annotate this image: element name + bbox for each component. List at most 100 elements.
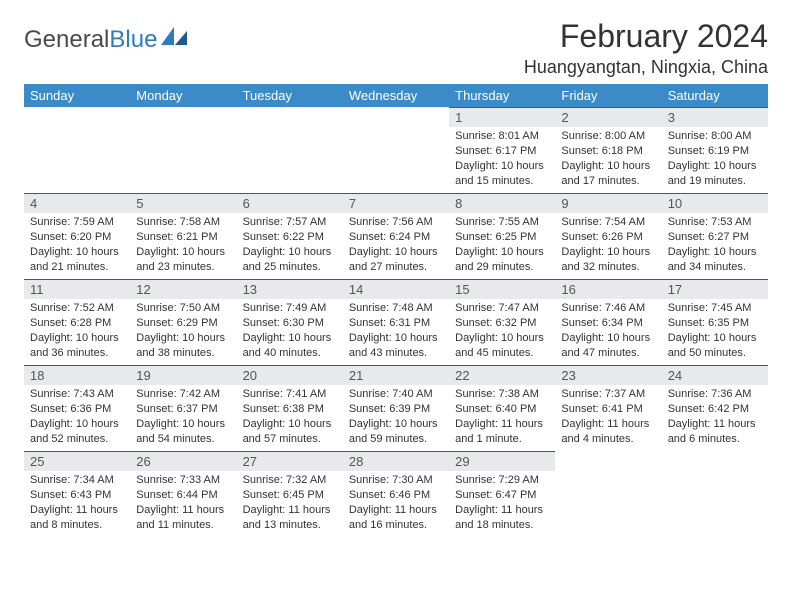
calendar-cell: 14Sunrise: 7:48 AMSunset: 6:31 PMDayligh… — [343, 279, 449, 365]
day-number: 29 — [449, 451, 555, 471]
calendar-cell: 15Sunrise: 7:47 AMSunset: 6:32 PMDayligh… — [449, 279, 555, 365]
day-number: 17 — [662, 279, 768, 299]
day-info: Sunrise: 7:40 AMSunset: 6:39 PMDaylight:… — [343, 385, 449, 450]
day-number: 9 — [555, 193, 661, 213]
calendar-cell: 23Sunrise: 7:37 AMSunset: 6:41 PMDayligh… — [555, 365, 661, 451]
day-number: 26 — [130, 451, 236, 471]
day-number: 27 — [237, 451, 343, 471]
weekday-header: Friday — [555, 84, 661, 107]
day-number: 6 — [237, 193, 343, 213]
calendar-cell: 28Sunrise: 7:30 AMSunset: 6:46 PMDayligh… — [343, 451, 449, 537]
calendar-cell: 29Sunrise: 7:29 AMSunset: 6:47 PMDayligh… — [449, 451, 555, 537]
day-info: Sunrise: 7:50 AMSunset: 6:29 PMDaylight:… — [130, 299, 236, 364]
day-info: Sunrise: 7:37 AMSunset: 6:41 PMDaylight:… — [555, 385, 661, 450]
calendar-cell — [662, 451, 768, 537]
day-info: Sunrise: 7:29 AMSunset: 6:47 PMDaylight:… — [449, 471, 555, 536]
weekday-header: Wednesday — [343, 84, 449, 107]
weekday-header: Saturday — [662, 84, 768, 107]
month-title: February 2024 — [524, 18, 768, 55]
day-info: Sunrise: 7:38 AMSunset: 6:40 PMDaylight:… — [449, 385, 555, 450]
day-info: Sunrise: 7:55 AMSunset: 6:25 PMDaylight:… — [449, 213, 555, 278]
calendar-cell: 12Sunrise: 7:50 AMSunset: 6:29 PMDayligh… — [130, 279, 236, 365]
day-number: 15 — [449, 279, 555, 299]
day-info: Sunrise: 7:46 AMSunset: 6:34 PMDaylight:… — [555, 299, 661, 364]
day-number: 19 — [130, 365, 236, 385]
day-number: 10 — [662, 193, 768, 213]
day-number: 20 — [237, 365, 343, 385]
day-info: Sunrise: 7:45 AMSunset: 6:35 PMDaylight:… — [662, 299, 768, 364]
calendar-cell: 11Sunrise: 7:52 AMSunset: 6:28 PMDayligh… — [24, 279, 130, 365]
day-number: 18 — [24, 365, 130, 385]
calendar-cell: 16Sunrise: 7:46 AMSunset: 6:34 PMDayligh… — [555, 279, 661, 365]
calendar-cell: 7Sunrise: 7:56 AMSunset: 6:24 PMDaylight… — [343, 193, 449, 279]
calendar-week-row: 18Sunrise: 7:43 AMSunset: 6:36 PMDayligh… — [24, 365, 768, 451]
calendar-cell — [555, 451, 661, 537]
day-number: 25 — [24, 451, 130, 471]
calendar-cell: 3Sunrise: 8:00 AMSunset: 6:19 PMDaylight… — [662, 107, 768, 193]
day-info: Sunrise: 7:54 AMSunset: 6:26 PMDaylight:… — [555, 213, 661, 278]
calendar-cell — [237, 107, 343, 193]
calendar-cell: 4Sunrise: 7:59 AMSunset: 6:20 PMDaylight… — [24, 193, 130, 279]
day-info: Sunrise: 7:34 AMSunset: 6:43 PMDaylight:… — [24, 471, 130, 536]
day-info: Sunrise: 8:01 AMSunset: 6:17 PMDaylight:… — [449, 127, 555, 192]
calendar-cell: 21Sunrise: 7:40 AMSunset: 6:39 PMDayligh… — [343, 365, 449, 451]
day-info: Sunrise: 7:57 AMSunset: 6:22 PMDaylight:… — [237, 213, 343, 278]
logo-text-blue: Blue — [109, 26, 157, 54]
day-info: Sunrise: 7:48 AMSunset: 6:31 PMDaylight:… — [343, 299, 449, 364]
day-number: 21 — [343, 365, 449, 385]
calendar-cell: 2Sunrise: 8:00 AMSunset: 6:18 PMDaylight… — [555, 107, 661, 193]
day-info: Sunrise: 7:42 AMSunset: 6:37 PMDaylight:… — [130, 385, 236, 450]
calendar-cell: 27Sunrise: 7:32 AMSunset: 6:45 PMDayligh… — [237, 451, 343, 537]
day-number: 2 — [555, 107, 661, 127]
calendar-cell: 19Sunrise: 7:42 AMSunset: 6:37 PMDayligh… — [130, 365, 236, 451]
day-number: 24 — [662, 365, 768, 385]
calendar-body: 1Sunrise: 8:01 AMSunset: 6:17 PMDaylight… — [24, 107, 768, 537]
day-info: Sunrise: 7:47 AMSunset: 6:32 PMDaylight:… — [449, 299, 555, 364]
day-info: Sunrise: 8:00 AMSunset: 6:18 PMDaylight:… — [555, 127, 661, 192]
weekday-header: Monday — [130, 84, 236, 107]
logo-sail-icon — [161, 26, 187, 54]
day-number: 22 — [449, 365, 555, 385]
calendar-week-row: 1Sunrise: 8:01 AMSunset: 6:17 PMDaylight… — [24, 107, 768, 193]
calendar-cell: 10Sunrise: 7:53 AMSunset: 6:27 PMDayligh… — [662, 193, 768, 279]
day-number: 3 — [662, 107, 768, 127]
calendar-cell: 22Sunrise: 7:38 AMSunset: 6:40 PMDayligh… — [449, 365, 555, 451]
title-block: February 2024 Huangyangtan, Ningxia, Chi… — [524, 18, 768, 78]
calendar-cell: 17Sunrise: 7:45 AMSunset: 6:35 PMDayligh… — [662, 279, 768, 365]
header: GeneralBlue February 2024 Huangyangtan, … — [24, 18, 768, 78]
calendar-cell: 1Sunrise: 8:01 AMSunset: 6:17 PMDaylight… — [449, 107, 555, 193]
calendar-cell: 25Sunrise: 7:34 AMSunset: 6:43 PMDayligh… — [24, 451, 130, 537]
calendar-cell: 18Sunrise: 7:43 AMSunset: 6:36 PMDayligh… — [24, 365, 130, 451]
weekday-header: Tuesday — [237, 84, 343, 107]
day-info: Sunrise: 7:58 AMSunset: 6:21 PMDaylight:… — [130, 213, 236, 278]
day-number: 12 — [130, 279, 236, 299]
day-number: 7 — [343, 193, 449, 213]
day-number: 4 — [24, 193, 130, 213]
calendar-table: SundayMondayTuesdayWednesdayThursdayFrid… — [24, 84, 768, 537]
weekday-header: Sunday — [24, 84, 130, 107]
day-info: Sunrise: 7:52 AMSunset: 6:28 PMDaylight:… — [24, 299, 130, 364]
calendar-cell — [343, 107, 449, 193]
day-info: Sunrise: 7:43 AMSunset: 6:36 PMDaylight:… — [24, 385, 130, 450]
day-number: 16 — [555, 279, 661, 299]
calendar-cell: 9Sunrise: 7:54 AMSunset: 6:26 PMDaylight… — [555, 193, 661, 279]
day-info: Sunrise: 7:59 AMSunset: 6:20 PMDaylight:… — [24, 213, 130, 278]
day-info: Sunrise: 7:32 AMSunset: 6:45 PMDaylight:… — [237, 471, 343, 536]
calendar-week-row: 11Sunrise: 7:52 AMSunset: 6:28 PMDayligh… — [24, 279, 768, 365]
day-info: Sunrise: 7:56 AMSunset: 6:24 PMDaylight:… — [343, 213, 449, 278]
calendar-cell — [24, 107, 130, 193]
calendar-cell: 8Sunrise: 7:55 AMSunset: 6:25 PMDaylight… — [449, 193, 555, 279]
calendar-cell: 26Sunrise: 7:33 AMSunset: 6:44 PMDayligh… — [130, 451, 236, 537]
day-info: Sunrise: 7:36 AMSunset: 6:42 PMDaylight:… — [662, 385, 768, 450]
calendar-cell: 13Sunrise: 7:49 AMSunset: 6:30 PMDayligh… — [237, 279, 343, 365]
calendar-week-row: 25Sunrise: 7:34 AMSunset: 6:43 PMDayligh… — [24, 451, 768, 537]
day-info: Sunrise: 7:30 AMSunset: 6:46 PMDaylight:… — [343, 471, 449, 536]
day-number: 14 — [343, 279, 449, 299]
calendar-week-row: 4Sunrise: 7:59 AMSunset: 6:20 PMDaylight… — [24, 193, 768, 279]
day-info: Sunrise: 8:00 AMSunset: 6:19 PMDaylight:… — [662, 127, 768, 192]
day-info: Sunrise: 7:33 AMSunset: 6:44 PMDaylight:… — [130, 471, 236, 536]
day-number: 13 — [237, 279, 343, 299]
day-number: 11 — [24, 279, 130, 299]
calendar-cell: 6Sunrise: 7:57 AMSunset: 6:22 PMDaylight… — [237, 193, 343, 279]
day-info: Sunrise: 7:41 AMSunset: 6:38 PMDaylight:… — [237, 385, 343, 450]
